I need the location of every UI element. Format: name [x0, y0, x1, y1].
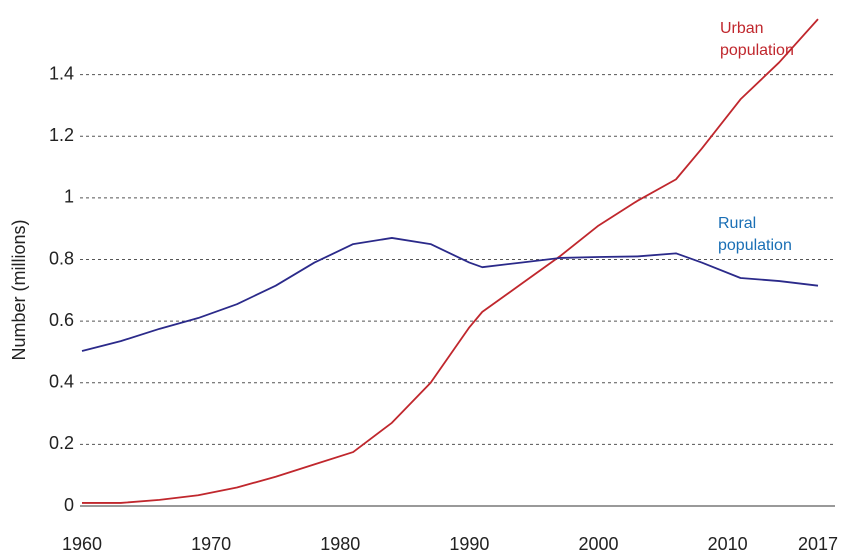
series-label: Urban population: [720, 20, 794, 59]
x-tick-label: 2000: [578, 534, 618, 554]
x-tick-label: 2017: [798, 534, 838, 554]
x-tick-label: 1960: [62, 534, 102, 554]
y-tick-label: 0.8: [49, 248, 74, 268]
y-tick-label: 0.6: [49, 310, 74, 330]
y-tick-label: 0: [64, 495, 74, 515]
x-tick-label: 2010: [708, 534, 748, 554]
x-tick-label: 1970: [191, 534, 231, 554]
series-label: Rural population: [718, 215, 792, 254]
y-tick-label: 0.4: [49, 372, 74, 392]
y-tick-label: 1.4: [49, 63, 74, 83]
y-axis-label: Number (millions): [9, 219, 29, 360]
y-tick-label: 1: [64, 187, 74, 207]
line: [82, 18, 819, 504]
y-tick-label: 0.2: [49, 433, 74, 453]
y-tick-label: 1.2: [49, 125, 74, 145]
x-tick-label: 1990: [449, 534, 489, 554]
x-tick-label: 1980: [320, 534, 360, 554]
line: [81, 237, 819, 352]
